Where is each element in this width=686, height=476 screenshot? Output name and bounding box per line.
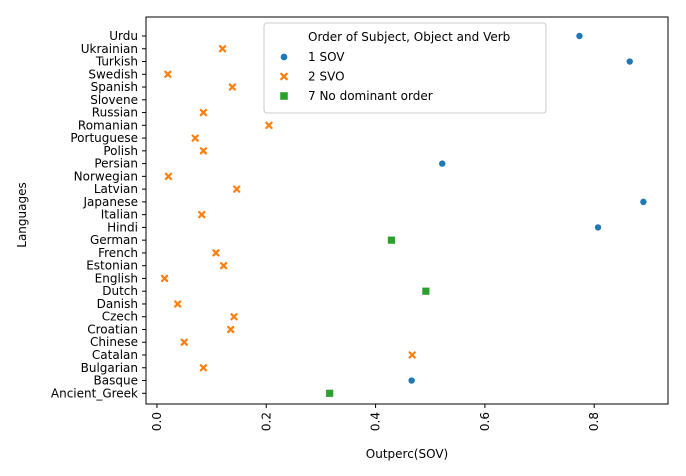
y-tick-label: Hindi: [107, 220, 138, 234]
data-point-german: [387, 236, 396, 244]
y-tick-label: Basque: [94, 374, 138, 388]
legend-box: [263, 22, 547, 114]
x-tick-label: 0.6: [478, 412, 492, 431]
y-tick-label: Dutch: [102, 284, 138, 298]
data-points: [160, 32, 647, 397]
data-point-czech: [230, 313, 238, 321]
plot-frame: [145, 16, 669, 405]
data-point-ancient-greek: [326, 389, 334, 397]
y-tick-label: English: [95, 271, 138, 285]
legend-title: Order of Subject, Object and Verb: [308, 30, 510, 44]
data-point-japanese: [640, 198, 647, 206]
y-tick-label: Japanese: [83, 195, 139, 209]
y-tick-label: Latvian: [94, 182, 138, 196]
data-point-norwegian: [164, 172, 173, 181]
y-axis-ticks: UrduUkrainianTurkishSwedishSpanishSloven…: [51, 29, 146, 400]
y-tick-label: Chinese: [90, 335, 138, 349]
data-point-urdu: [576, 32, 583, 40]
y-tick-label: German: [90, 233, 138, 247]
y-tick-label: Ancient_Greek: [51, 386, 138, 400]
y-tick-label: Estonian: [86, 259, 138, 273]
y-tick-label: Russian: [92, 106, 138, 120]
legend-marker: [280, 72, 288, 81]
legend-label: 1 SOV: [308, 50, 345, 64]
data-point-chinese: [180, 338, 188, 346]
y-tick-label: Catalan: [92, 348, 138, 362]
y-tick-label: Danish: [97, 297, 138, 311]
data-point-danish: [174, 300, 182, 308]
data-point-russian: [199, 108, 208, 117]
data-point-estonian: [219, 261, 228, 270]
y-tick-label: Romanian: [78, 118, 138, 132]
legend-label: 2 SVO: [308, 70, 345, 84]
x-tick-label: 0.4: [369, 412, 383, 431]
data-point-italian: [198, 210, 206, 219]
data-point-turkish: [626, 58, 633, 65]
data-point-english: [160, 274, 169, 283]
x-axis-label: Outperc(SOV): [366, 447, 448, 461]
y-tick-label: Bulgarian: [81, 361, 138, 375]
x-tick-label: 0.0: [150, 412, 164, 431]
legend: Order of Subject, Object and Verb 1 SOV 2…: [263, 22, 547, 114]
x-tick-label: 0.8: [587, 412, 601, 431]
y-tick-label: Polish: [103, 144, 138, 158]
data-point-romanian: [265, 121, 273, 130]
data-point-hindi: [594, 224, 602, 231]
data-point-spanish: [228, 83, 237, 91]
data-point-dutch: [422, 287, 430, 295]
y-tick-label: French: [98, 246, 138, 260]
y-tick-label: Ukrainian: [81, 42, 138, 56]
y-tick-label: Slovene: [90, 93, 138, 107]
data-point-french: [212, 249, 220, 257]
legend-label: 7 No dominant order: [308, 89, 433, 103]
legend-marker: [280, 92, 288, 100]
data-point-basque: [408, 377, 415, 384]
legend-marker: [280, 53, 288, 61]
x-axis-ticks: 0.0 0.2 0.4 0.6 0.8: [150, 404, 601, 431]
data-point-persian: [439, 160, 446, 167]
y-axis-label: Languages: [15, 182, 29, 247]
y-tick-label: Swedish: [88, 67, 138, 81]
data-point-ukrainian: [218, 45, 227, 53]
y-tick-label: Turkish: [95, 55, 138, 69]
data-point-portuguese: [191, 134, 199, 142]
data-point-croatian: [227, 325, 235, 334]
y-tick-label: Croatian: [87, 322, 138, 336]
y-tick-label: Spanish: [91, 80, 138, 94]
data-point-polish: [199, 147, 208, 155]
data-point-catalan: [408, 351, 416, 359]
y-tick-label: Urdu: [109, 29, 138, 43]
y-tick-label: Czech: [102, 310, 138, 324]
x-tick-label: 0.2: [259, 412, 273, 431]
legend-entries: 1 SOV 2 SVO 7 No dominant order: [280, 50, 433, 103]
data-point-swedish: [164, 70, 172, 78]
y-tick-label: Norwegian: [74, 169, 138, 183]
y-tick-label: Italian: [101, 208, 138, 222]
y-tick-label: Portuguese: [70, 131, 138, 145]
data-point-bulgarian: [199, 364, 208, 372]
data-point-latvian: [233, 185, 241, 193]
y-tick-label: Persian: [94, 157, 138, 171]
